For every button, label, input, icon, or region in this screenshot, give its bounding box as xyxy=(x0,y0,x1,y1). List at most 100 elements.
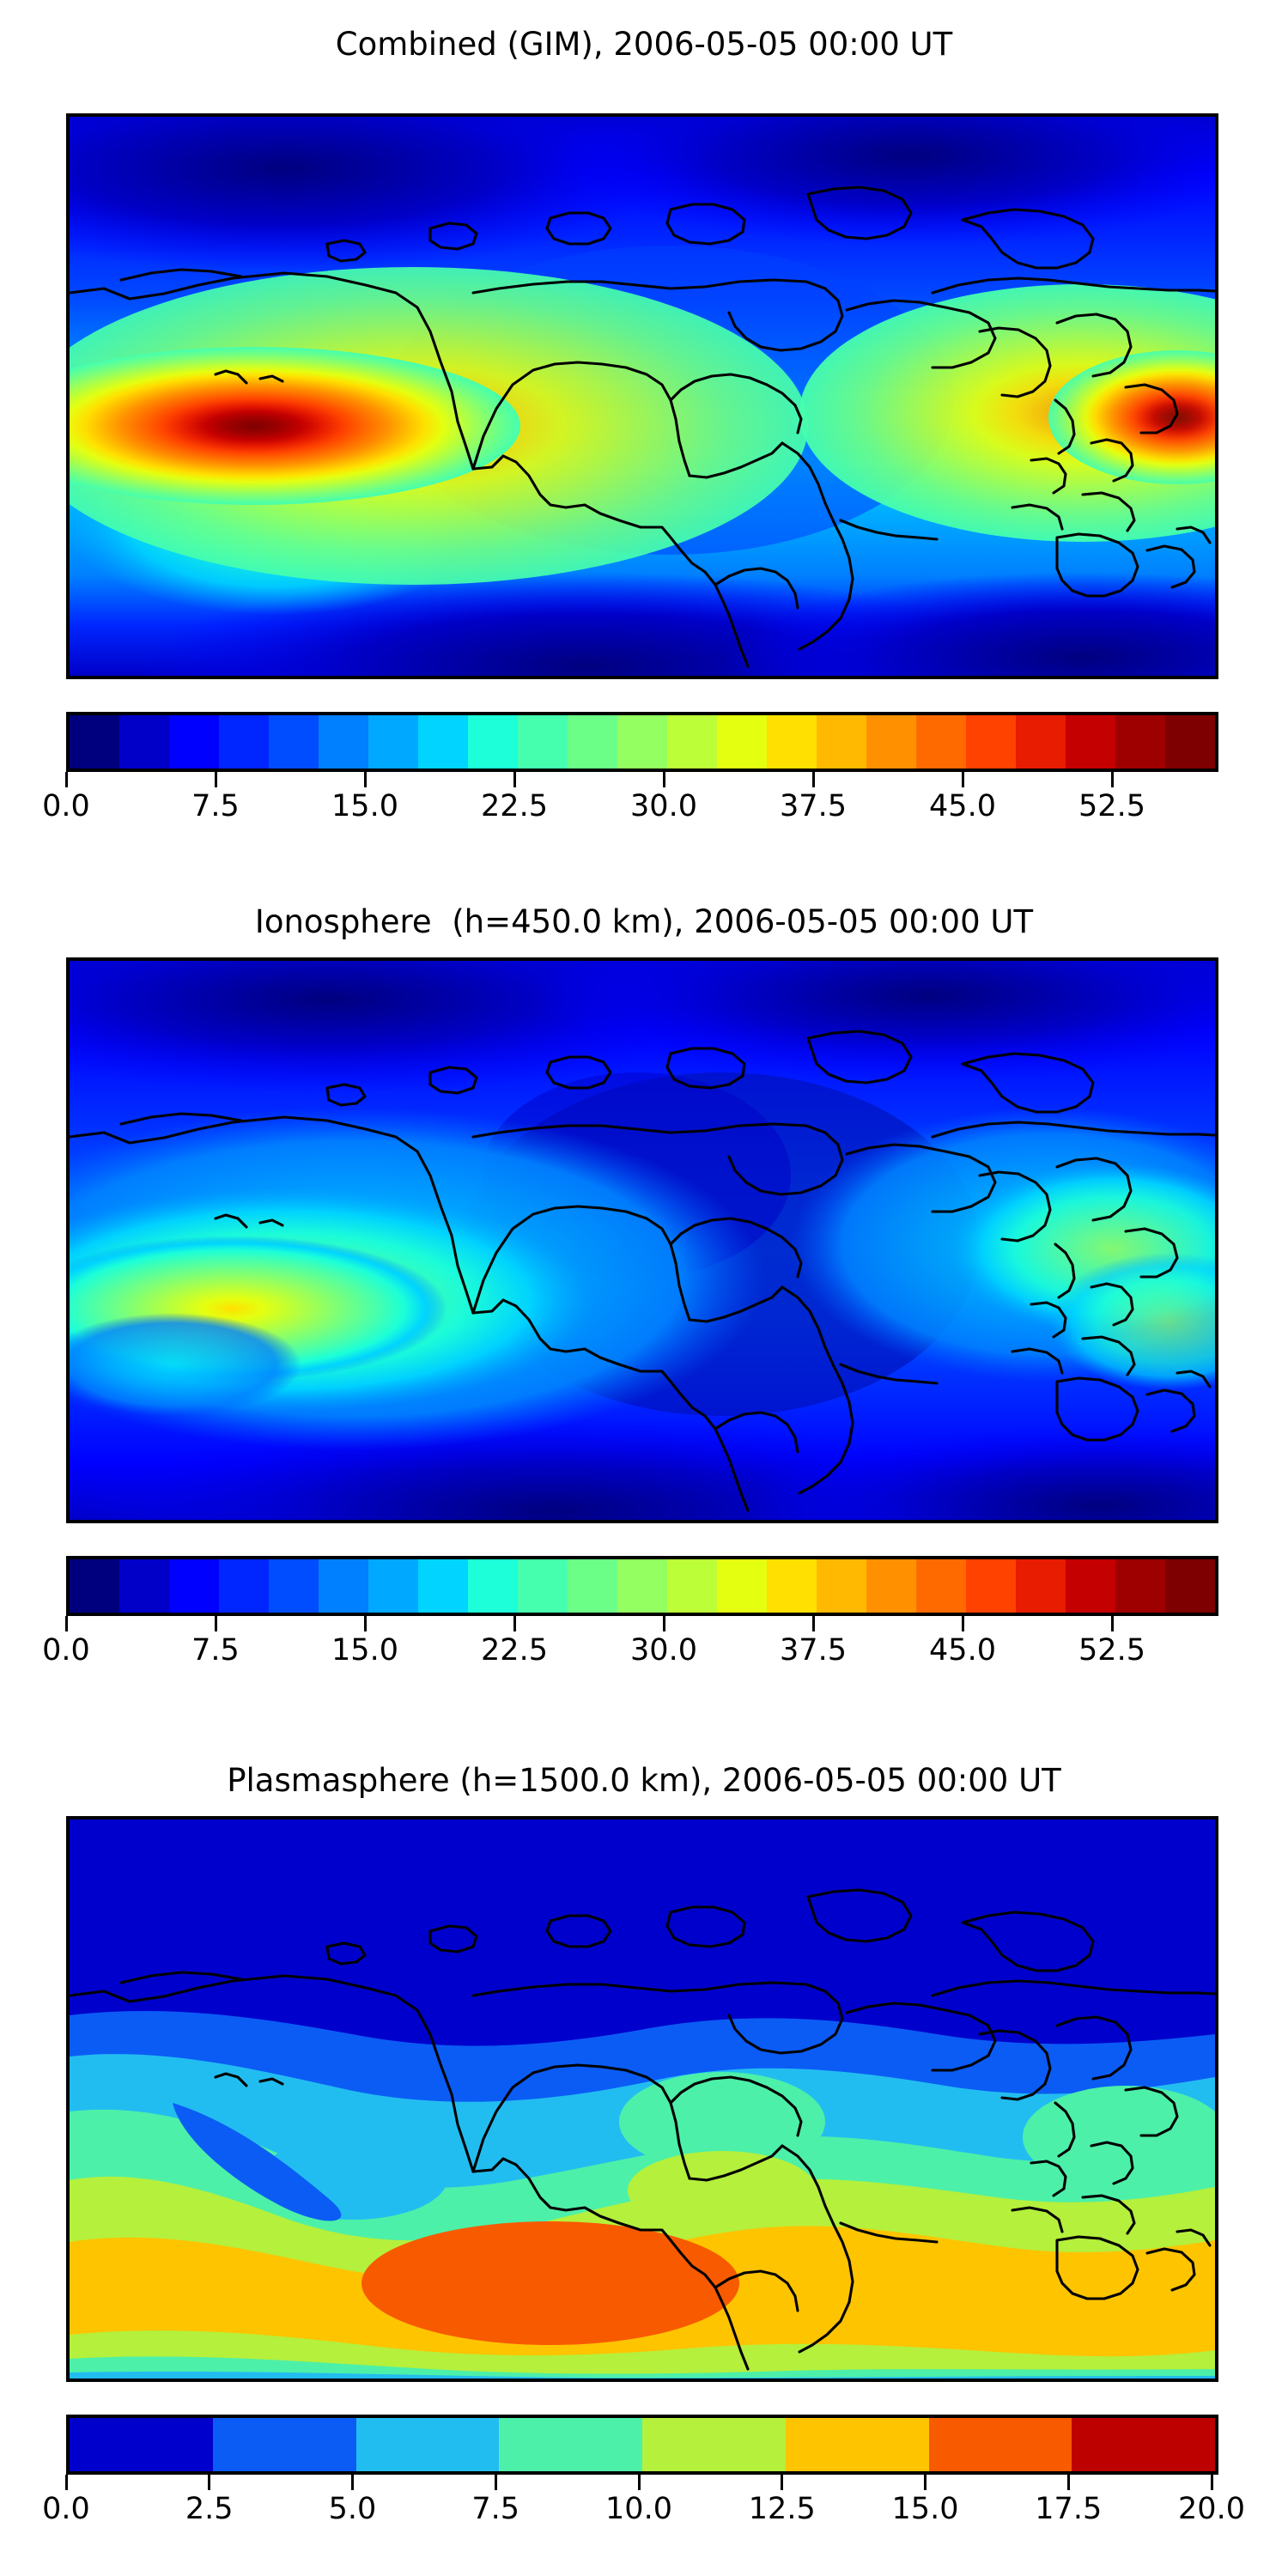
colorbar-tick-label-8: 20.0 xyxy=(1178,2492,1245,2526)
colorbar-tick-label-6: 15.0 xyxy=(891,2492,959,2526)
colorbar-tick-1 xyxy=(208,2475,211,2490)
colorbar-tick-7 xyxy=(1066,2475,1070,2490)
colorbar-band-2 xyxy=(169,1559,219,1613)
colorbar-gradient-ionosphere xyxy=(66,1556,1218,1616)
colorbar-tick-6 xyxy=(961,1616,964,1631)
colorbar-labels-combined: 0.0 7.5 15.0 22.5 30.0 37.5 45.0 52.5 xyxy=(42,789,1212,829)
panel-title-ionosphere: Ionosphere (h=450.0 km), 2006-05-05 00:0… xyxy=(254,903,1034,940)
colorbar-band-18 xyxy=(966,1559,1016,1613)
colorbar-band-6 xyxy=(368,715,418,769)
colorbar-tick-5 xyxy=(781,2475,784,2490)
colorbar-tick-2 xyxy=(363,1616,367,1631)
colorbar-band-8 xyxy=(468,715,518,769)
colorbar-tick-label-6: 45.0 xyxy=(929,789,996,823)
colorbar-gradient-plasmasphere xyxy=(66,2415,1218,2475)
colorbar-tick-6 xyxy=(924,2475,927,2490)
colorbar-band-12 xyxy=(667,1559,717,1613)
colorbar-tick-3 xyxy=(494,2475,497,2490)
colorbar-band-7 xyxy=(1072,2418,1215,2471)
colorbar-tick-1 xyxy=(214,772,217,787)
colorbar-tick-5 xyxy=(811,772,815,787)
colorbar-tick-4 xyxy=(637,2475,641,2490)
colorbar-band-19 xyxy=(1016,715,1066,769)
colorbar-band-18 xyxy=(966,715,1016,769)
colorbar-band-3 xyxy=(219,715,269,769)
colorbar-band-13 xyxy=(717,715,767,769)
colorbar-band-5 xyxy=(319,715,368,769)
colorbar-band-0 xyxy=(70,1559,119,1613)
colorbar-band-7 xyxy=(418,1559,468,1613)
colorbar-tick-label-0: 0.0 xyxy=(42,789,90,823)
colorbar-band-14 xyxy=(767,715,817,769)
colorbar-band-10 xyxy=(568,715,617,769)
map-canvas-plasmasphere xyxy=(70,1820,1215,2379)
panel-ionosphere: Ionosphere (h=450.0 km), 2006-05-05 00:0… xyxy=(0,859,1288,1717)
colorbar-band-21 xyxy=(1115,715,1165,769)
map-plasmasphere[interactable] xyxy=(66,1816,1218,2382)
colorbar-band-19 xyxy=(1016,1559,1066,1613)
colorbar-labels-ionosphere: 0.0 7.5 15.0 22.5 30.0 37.5 45.0 52.5 xyxy=(42,1633,1212,1673)
colorbar-tick-0 xyxy=(64,2475,68,2490)
panel-combined-gim: Combined (GIM), 2006-05-05 00:00 UT xyxy=(0,0,1288,859)
colorbar-band-11 xyxy=(617,1559,667,1613)
colorbar-tick-0 xyxy=(64,1616,68,1631)
colorbar-tick-label-0: 0.0 xyxy=(42,2492,90,2526)
colorbar-band-11 xyxy=(617,715,667,769)
map-ionosphere[interactable] xyxy=(66,957,1218,1523)
colorbar-tick-label-6: 45.0 xyxy=(929,1633,996,1668)
colorbar-band-2 xyxy=(355,2418,500,2471)
field-polar-south-2 xyxy=(739,1425,1215,1520)
colorbar-tick-4 xyxy=(662,1616,665,1631)
colorbar-band-4 xyxy=(269,715,319,769)
colorbar-band-1 xyxy=(119,1559,169,1613)
colorbar-tick-3 xyxy=(513,772,516,787)
colorbar-tick-label-2: 15.0 xyxy=(331,789,398,823)
colorbar-band-15 xyxy=(817,715,866,769)
field-bands-plasmasphere xyxy=(70,1820,1215,2379)
colorbar-band-8 xyxy=(468,1559,518,1613)
colorbar-ticks-plasmasphere xyxy=(64,2475,1213,2490)
colorbar-tick-0 xyxy=(64,772,68,787)
colorbar-band-2 xyxy=(169,715,219,769)
colorbar-tick-7 xyxy=(1110,772,1114,787)
colorbar-ionosphere[interactable]: 0.0 7.5 15.0 22.5 30.0 37.5 45.0 52.5 xyxy=(42,1556,1218,1676)
colorbar-labels-plasmasphere: 0.0 2.5 5.0 7.5 10.0 12.5 15.0 17.5 20.0 xyxy=(42,2492,1245,2531)
colorbar-combined[interactable]: 0.0 7.5 15.0 22.5 30.0 37.5 45.0 52.5 xyxy=(42,712,1218,832)
colorbar-tick-6 xyxy=(961,772,964,787)
colorbar-tick-8 xyxy=(1210,2475,1213,2490)
field-west-pacific-crest xyxy=(1048,350,1215,484)
colorbar-band-9 xyxy=(518,1559,568,1613)
colorbar-band-17 xyxy=(916,1559,966,1613)
field-polar-north-2 xyxy=(533,961,1215,1081)
colorbar-band-22 xyxy=(1165,1559,1215,1613)
colorbar-band-0 xyxy=(70,715,119,769)
map-combined-gim[interactable] xyxy=(66,113,1218,679)
colorbar-band-21 xyxy=(1115,1559,1165,1613)
colorbar-band-1 xyxy=(119,715,169,769)
colorbar-plasmasphere[interactable]: 0.0 2.5 5.0 7.5 10.0 12.5 15.0 17.5 20.0 xyxy=(42,2415,1245,2535)
colorbar-tick-label-4: 10.0 xyxy=(605,2492,672,2526)
colorbar-tick-label-7: 52.5 xyxy=(1078,1633,1145,1668)
colorbar-band-7 xyxy=(418,715,468,769)
colorbar-tick-5 xyxy=(811,1616,815,1631)
colorbar-tick-label-5: 12.5 xyxy=(748,2492,816,2526)
colorbar-ticks-ionosphere xyxy=(64,1616,1212,1631)
map-canvas-ionosphere xyxy=(70,961,1215,1520)
colorbar-band-22 xyxy=(1165,715,1215,769)
colorbar-band-16 xyxy=(866,1559,916,1613)
colorbar-tick-label-4: 30.0 xyxy=(630,789,697,823)
colorbar-tick-label-0: 0.0 xyxy=(42,1633,90,1668)
colorbar-tick-2 xyxy=(363,772,367,787)
colorbar-band-13 xyxy=(717,1559,767,1613)
colorbar-tick-label-3: 22.5 xyxy=(481,1633,548,1668)
colorbar-band-5 xyxy=(319,1559,368,1613)
colorbar-band-16 xyxy=(866,715,916,769)
colorbar-band-10 xyxy=(568,1559,617,1613)
colorbar-tick-1 xyxy=(214,1616,217,1631)
colorbar-tick-label-1: 2.5 xyxy=(185,2492,234,2526)
coastlines-combined xyxy=(70,185,1215,668)
colorbar-tick-label-3: 22.5 xyxy=(481,789,548,823)
colorbar-ticks-combined xyxy=(64,772,1212,787)
colorbar-band-6 xyxy=(368,1559,418,1613)
colorbar-band-3 xyxy=(499,2418,642,2471)
